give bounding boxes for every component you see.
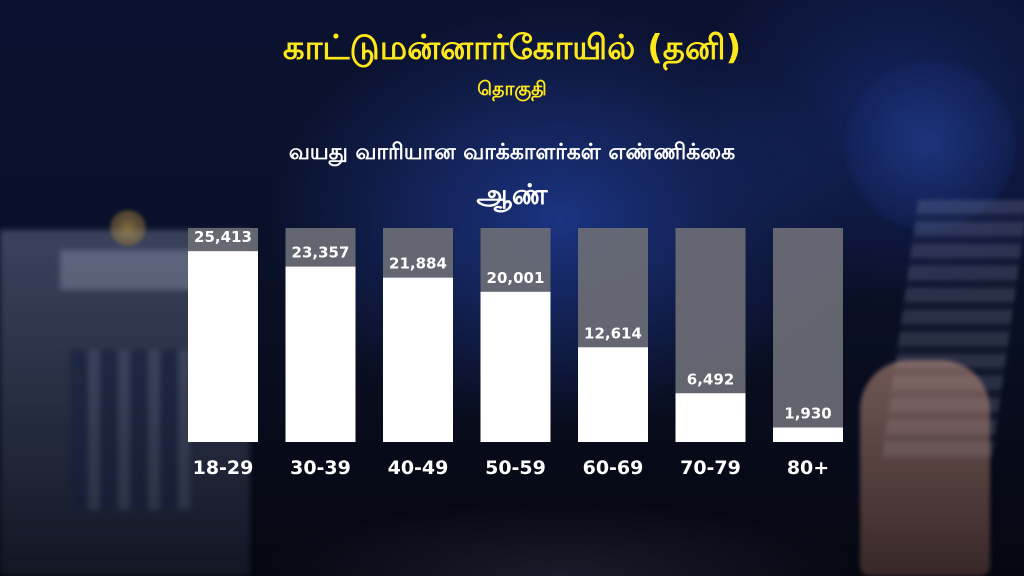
- bar-value-label: 21,884: [389, 255, 447, 273]
- bar: [383, 277, 453, 442]
- page-title: காட்டுமன்னார்கோயில் (தனி): [282, 28, 742, 68]
- bar-value-label: 12,614: [584, 324, 642, 342]
- bar-value-label: 25,413: [194, 228, 252, 246]
- x-tick-label: 80+: [787, 457, 829, 479]
- bar: [675, 393, 746, 442]
- bar-value-label: 23,357: [292, 244, 350, 262]
- background-ballot-symbol: [845, 60, 1015, 230]
- bar-value-label: 1,930: [784, 405, 831, 423]
- bar: [480, 291, 551, 442]
- chart-category-label: ஆண்: [476, 178, 548, 211]
- bar: [188, 251, 258, 442]
- background-inked-finger: [860, 360, 990, 576]
- background-crowd: [250, 500, 870, 576]
- x-tick-label: 60-69: [583, 457, 644, 479]
- x-tick-label: 30-39: [290, 457, 351, 479]
- bar: [773, 427, 843, 442]
- x-tick-label: 70-79: [680, 457, 741, 479]
- bar-track: [773, 228, 843, 442]
- background-emblem: [110, 210, 146, 246]
- bar-value-label: 20,001: [487, 269, 545, 287]
- bar: [578, 347, 648, 442]
- bar: [285, 266, 356, 442]
- chart-heading: வயது வாரியான வாக்காளர்கள் எண்ணிக்கை: [288, 140, 736, 165]
- x-tick-label: 50-59: [485, 457, 546, 479]
- x-tick-label: 40-49: [388, 457, 449, 479]
- x-tick-label: 18-29: [193, 457, 254, 479]
- bar-value-label: 6,492: [687, 370, 734, 388]
- page-subtitle: தொகுதி: [477, 78, 547, 100]
